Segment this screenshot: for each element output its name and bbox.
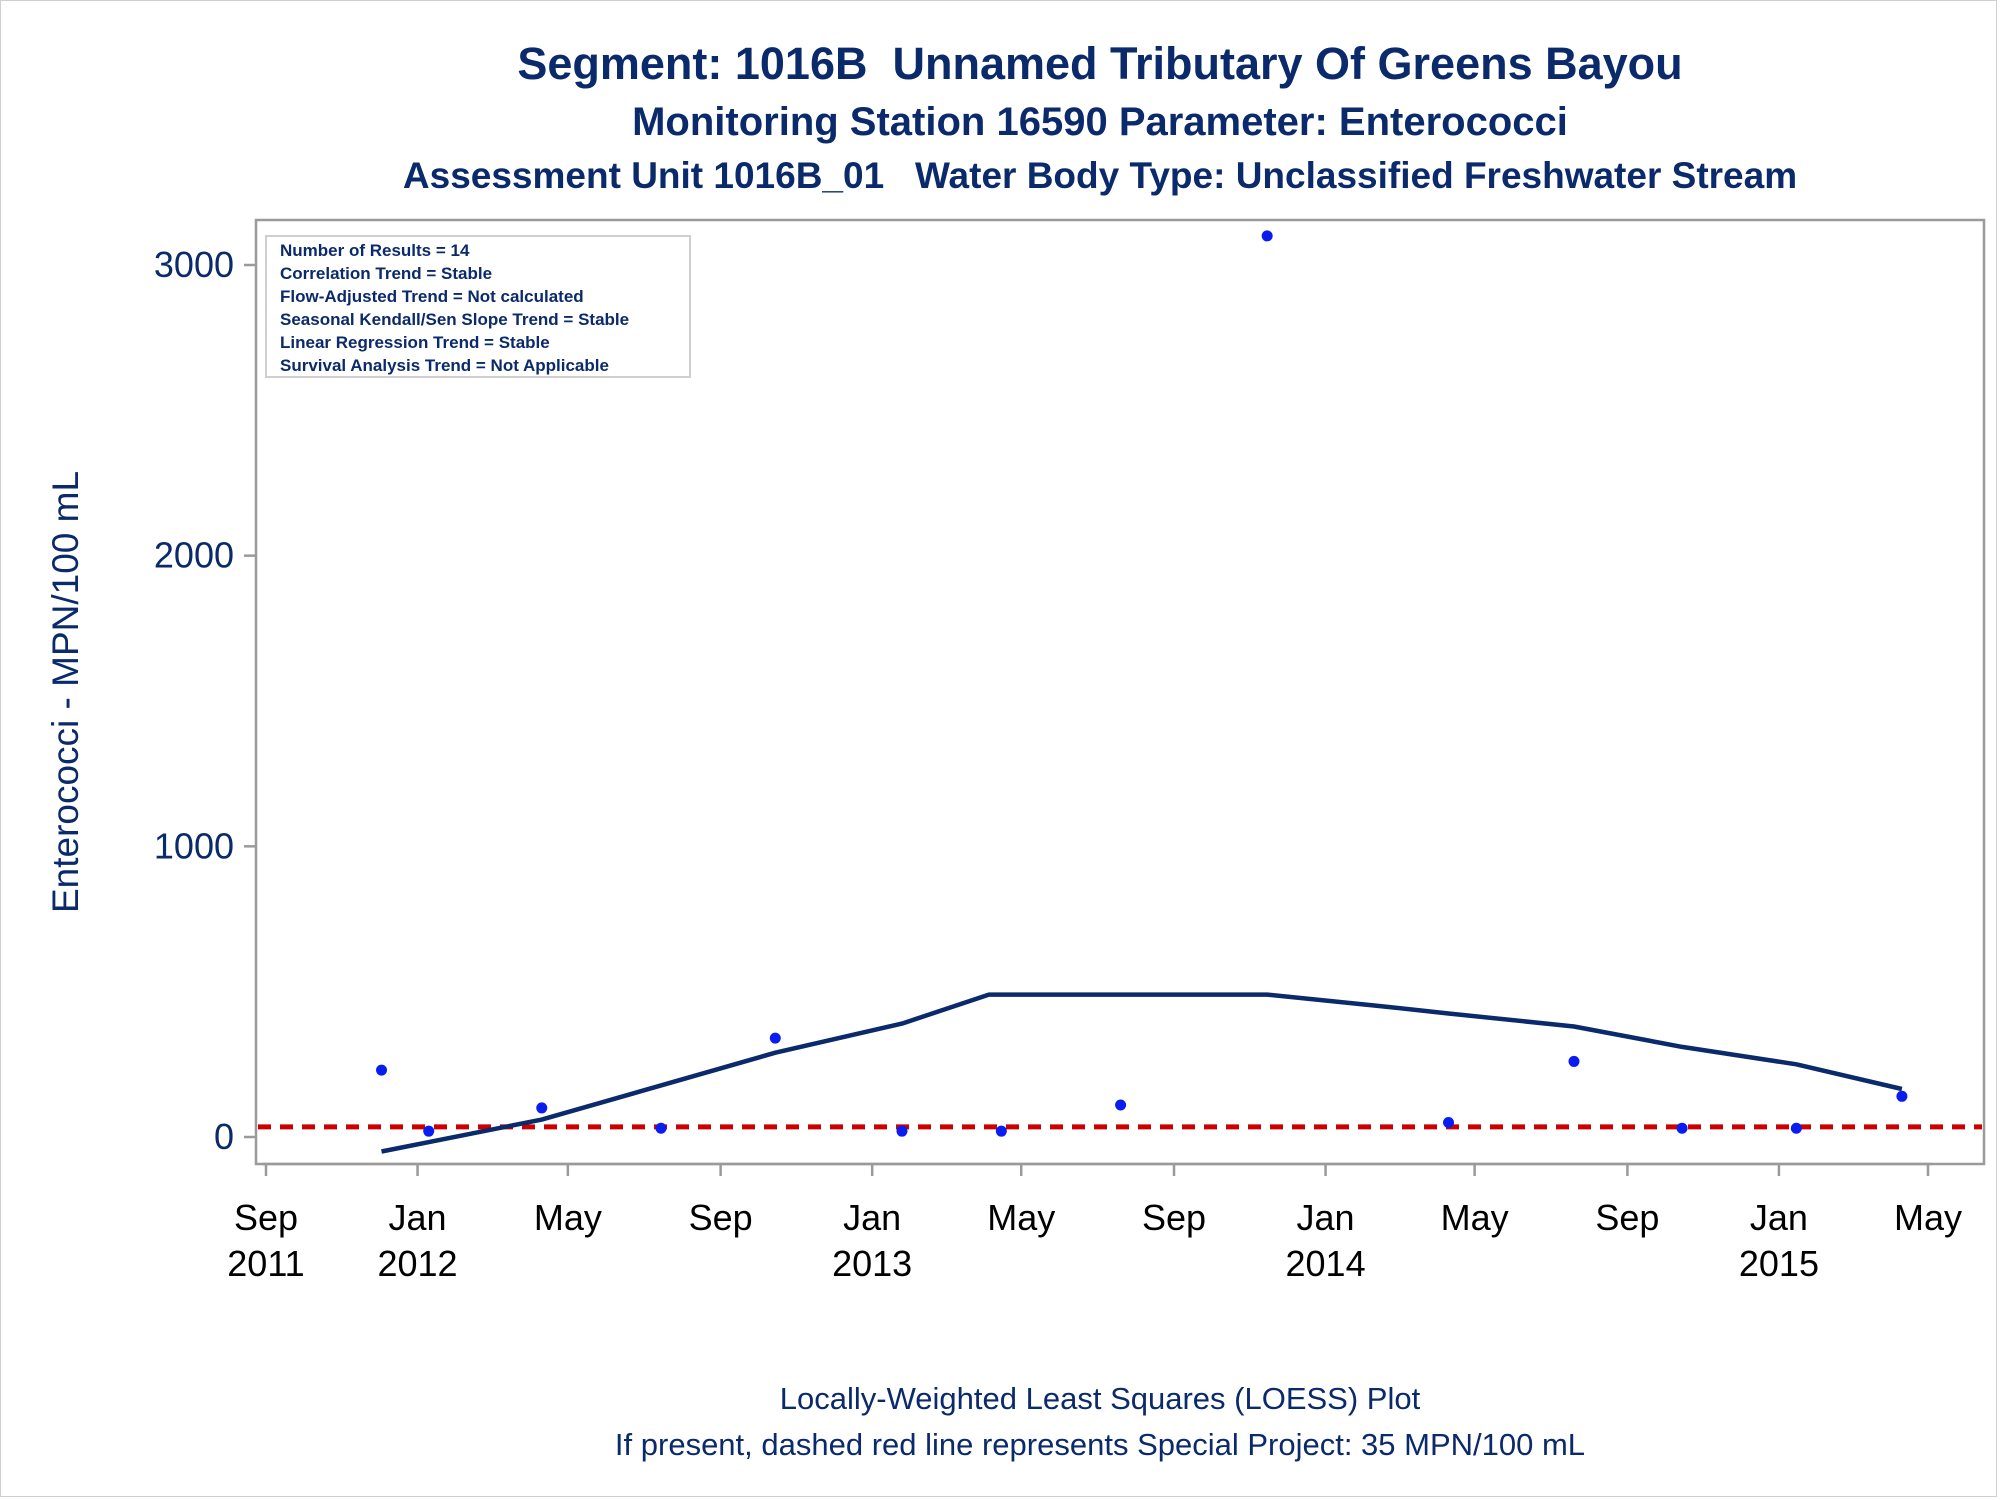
stats-line-correlation: Correlation Trend = Stable (280, 264, 492, 283)
stats-line-seasonal-kendall: Seasonal Kendall/Sen Slope Trend = Stabl… (280, 310, 629, 329)
data-point (896, 1125, 908, 1137)
data-point (1896, 1090, 1908, 1102)
y-axis-label: Enterococci - MPN/100 mL (45, 471, 86, 913)
x-tick-label: Jan (1297, 1197, 1355, 1238)
x-tick-label: Jan (1750, 1197, 1808, 1238)
data-point (655, 1122, 667, 1134)
y-tick-label: 1000 (154, 825, 234, 866)
x-tick-label: Sep (1142, 1197, 1206, 1238)
stats-line-flow-adjusted: Flow-Adjusted Trend = Not calculated (280, 287, 584, 306)
chart-subtitle-station: Monitoring Station 16590 Parameter: Ente… (632, 100, 1568, 144)
loess-curve-group (381, 992, 1903, 1154)
x-tick-label: May (1441, 1197, 1509, 1238)
x-tick-label: May (987, 1197, 1055, 1238)
x-tick-year-label: 2014 (1286, 1243, 1366, 1284)
x-tick-year-label: 2015 (1739, 1243, 1819, 1284)
x-tick-label: May (1894, 1197, 1962, 1238)
x-tick-label: Jan (843, 1197, 901, 1238)
data-point (769, 1032, 781, 1044)
data-point (376, 1064, 388, 1076)
loess-curve (381, 992, 1903, 1154)
x-tick-year-label: 2011 (227, 1243, 304, 1284)
chart-title: Segment: 1016B Unnamed Tributary Of Gree… (517, 38, 1683, 89)
x-tick-label: Sep (1595, 1197, 1659, 1238)
data-point (1676, 1122, 1688, 1134)
x-tick-year-label: 2013 (832, 1243, 912, 1284)
data-point (1790, 1122, 1802, 1134)
data-point (1443, 1116, 1455, 1128)
chart-subtitle-assessment: Assessment Unit 1016B_01 Water Body Type… (402, 155, 1798, 196)
data-point (1115, 1099, 1127, 1111)
stats-line-results: Number of Results = 14 (280, 241, 470, 260)
x-tick-year-label: 2012 (377, 1243, 457, 1284)
footer-reference-note: If present, dashed red line represents S… (614, 1427, 1586, 1462)
stats-box-border (265, 235, 691, 378)
data-point (423, 1125, 435, 1137)
stats-line-linear-regression: Linear Regression Trend = Stable (280, 333, 550, 352)
footer-plot-type: Locally-Weighted Least Squares (LOESS) P… (779, 1381, 1421, 1416)
data-point (995, 1125, 1007, 1137)
x-tick-label: Jan (389, 1197, 447, 1238)
x-tick-label: May (534, 1197, 602, 1238)
data-point (536, 1102, 548, 1114)
x-tick-label: Sep (689, 1197, 753, 1238)
data-points-group (376, 230, 1908, 1137)
stats-line-survival: Survival Analysis Trend = Not Applicable (280, 356, 609, 375)
y-tick-label: 3000 (154, 244, 234, 285)
stats-box: Number of Results = 14 Correlation Trend… (265, 235, 691, 378)
y-axis: 0 1000 2000 3000 (154, 244, 256, 1157)
y-tick-label: 2000 (154, 535, 234, 576)
x-axis: Sep 2011 Jan 2012 May Sep Jan 2013 May Sep Jan 2014… (227, 1162, 1962, 1284)
y-tick-label: 0 (214, 1116, 234, 1157)
x-tick-label: Sep (234, 1197, 298, 1238)
data-point (1568, 1055, 1580, 1067)
data-point (1261, 230, 1273, 242)
